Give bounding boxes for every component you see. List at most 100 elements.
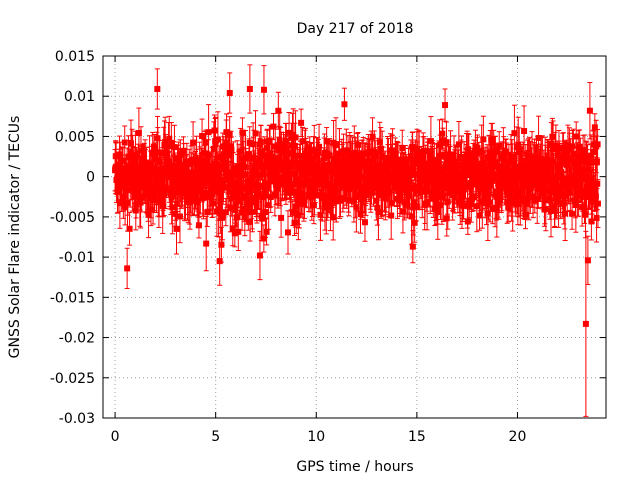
data-point — [374, 175, 381, 182]
data-point — [161, 141, 168, 148]
data-point — [286, 129, 293, 136]
chart-title: Day 217 of 2018 — [297, 21, 414, 37]
data-point — [228, 146, 235, 153]
data-point — [434, 209, 441, 216]
data-point — [200, 194, 207, 201]
data-point — [266, 137, 273, 144]
data-point — [204, 194, 211, 201]
data-point — [120, 157, 127, 164]
data-point — [433, 163, 440, 170]
data-point — [535, 185, 542, 192]
data-point — [377, 145, 384, 152]
data-point — [138, 155, 145, 162]
data-point — [413, 204, 420, 211]
data-point — [298, 196, 305, 203]
data-point — [468, 201, 475, 208]
data-point — [493, 206, 500, 213]
data-point — [455, 141, 462, 148]
data-point — [256, 190, 263, 197]
data-point — [211, 177, 218, 184]
data-point — [487, 149, 494, 156]
data-point — [357, 161, 364, 168]
data-point — [276, 180, 283, 187]
data-point — [324, 183, 331, 190]
data-point — [292, 152, 299, 159]
data-point — [281, 143, 288, 150]
data-point — [525, 154, 532, 161]
data-point — [169, 204, 176, 211]
data-point — [492, 159, 499, 166]
data-point — [271, 192, 278, 199]
data-point — [456, 186, 463, 193]
data-point — [162, 184, 169, 191]
data-point — [495, 165, 502, 172]
data-point — [496, 142, 503, 149]
data-point — [376, 139, 383, 146]
data-point — [399, 145, 406, 152]
data-point — [420, 148, 427, 155]
data-point — [530, 193, 537, 200]
data-point — [210, 187, 217, 194]
data-point — [324, 203, 331, 210]
data-point — [431, 187, 438, 194]
data-point — [429, 160, 436, 167]
data-point — [119, 172, 126, 179]
data-point — [408, 165, 415, 172]
data-point — [524, 199, 531, 206]
data-point — [446, 189, 453, 196]
data-point — [211, 172, 218, 179]
data-point — [521, 128, 528, 135]
data-point — [509, 200, 516, 207]
data-point — [333, 198, 340, 205]
data-point — [220, 176, 227, 183]
data-point — [374, 204, 381, 211]
data-point — [369, 133, 376, 140]
data-point — [509, 158, 516, 165]
data-point — [277, 174, 284, 181]
data-point — [226, 131, 233, 138]
data-point — [345, 147, 352, 154]
data-point — [248, 176, 255, 183]
data-point — [332, 186, 339, 193]
data-point — [311, 147, 318, 154]
data-point — [186, 199, 193, 206]
data-point — [439, 130, 446, 137]
data-point — [444, 198, 451, 205]
data-point — [257, 182, 264, 189]
data-point — [116, 151, 123, 158]
data-point — [271, 159, 278, 166]
data-point — [520, 167, 527, 174]
data-point — [470, 194, 477, 201]
data-point — [215, 206, 222, 213]
data-point — [535, 134, 542, 141]
data-point — [246, 139, 253, 146]
data-point — [433, 197, 440, 204]
data-point — [316, 143, 323, 150]
data-point — [511, 130, 518, 137]
data-point — [443, 215, 450, 222]
data-point — [132, 193, 139, 200]
data-point — [199, 133, 206, 140]
data-point — [328, 163, 335, 170]
data-point — [178, 162, 185, 169]
data-point — [517, 194, 524, 201]
data-point — [283, 137, 290, 144]
data-point — [399, 208, 406, 215]
data-point — [408, 213, 415, 220]
data-point — [484, 210, 491, 217]
data-point — [236, 166, 243, 173]
data-point — [284, 229, 291, 236]
data-point — [439, 137, 446, 144]
data-point — [403, 201, 410, 208]
data-point — [202, 150, 209, 157]
data-point — [515, 200, 522, 207]
data-point — [276, 137, 283, 144]
data-series — [112, 64, 601, 417]
data-point — [503, 158, 510, 165]
data-point — [252, 130, 259, 137]
data-point — [227, 205, 234, 212]
data-point — [443, 139, 450, 146]
data-point — [508, 195, 515, 202]
data-point — [171, 144, 178, 151]
